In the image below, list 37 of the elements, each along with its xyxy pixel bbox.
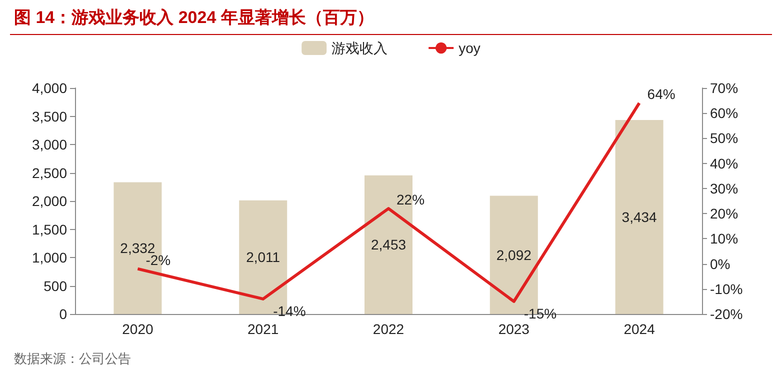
y2-tick-label: 0%: [710, 256, 730, 272]
y-tick-label: 0: [59, 306, 68, 322]
x-tick-label: 2023: [498, 321, 530, 337]
legend-label: yoy: [458, 40, 480, 56]
data-label: 64%: [647, 86, 676, 102]
data-label: 2,011: [246, 249, 280, 266]
bar: [615, 120, 664, 314]
data-label: 22%: [396, 192, 425, 208]
y2-tick-label: 50%: [710, 130, 738, 146]
y-tick-label: 1,500: [32, 221, 68, 238]
y2-tick-label: -10%: [710, 280, 743, 297]
y-tick-label: 500: [44, 278, 68, 294]
data-label: -15%: [524, 305, 557, 322]
y2-tick-label: 10%: [710, 230, 738, 247]
data-label: 3,434: [622, 208, 658, 225]
y2-tick-label: 20%: [710, 206, 738, 222]
data-label: 2,092: [496, 246, 532, 263]
x-tick-label: 2020: [122, 321, 154, 337]
y-tick-label: 2,000: [32, 193, 68, 209]
data-label: -14%: [273, 302, 306, 319]
source-note: 数据来源：公司公告: [14, 350, 131, 368]
legend-label: 游戏收入: [332, 40, 388, 56]
y2-tick-label: 30%: [710, 180, 738, 196]
y2-tick-label: 40%: [710, 155, 738, 172]
y-tick-label: 2,500: [32, 164, 68, 181]
y-tick-label: 3,500: [32, 108, 68, 124]
y-tick-label: 4,000: [32, 80, 68, 96]
y2-tick-label: 60%: [710, 105, 738, 122]
x-tick-label: 2024: [624, 321, 656, 337]
x-tick-label: 2021: [248, 321, 279, 337]
y2-tick-label: -20%: [710, 306, 743, 322]
y-tick-label: 3,000: [32, 136, 68, 152]
chart-title: 图 14：游戏业务收入 2024 年显著增长（百万）: [14, 7, 374, 29]
y-tick-label: 1,000: [32, 250, 68, 266]
y2-tick-label: 70%: [710, 80, 738, 96]
x-tick-label: 2022: [372, 321, 404, 337]
data-label: 2,453: [370, 236, 406, 253]
